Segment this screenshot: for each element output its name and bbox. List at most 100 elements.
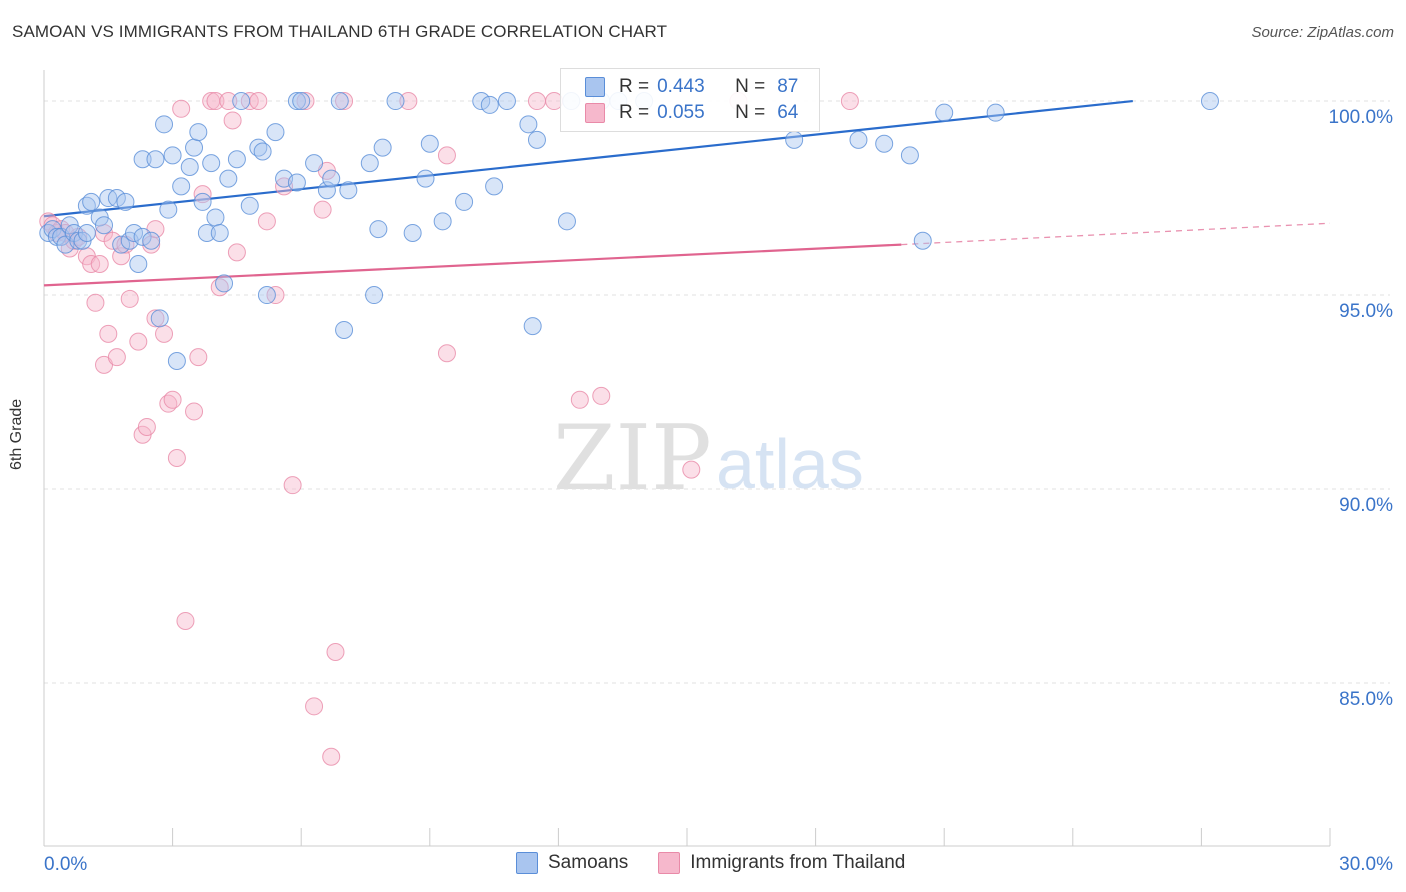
r-value: 0.443 — [657, 76, 705, 97]
trend-lines — [43, 99, 1331, 287]
correlation-legend: R = 0.443 N = 87 R = 0.055 N = 64 — [560, 68, 820, 132]
thailand-point — [313, 200, 332, 219]
tick-labels: 85.0% 90.0% 95.0% 100.0% 0.0% 30.0% — [44, 107, 1393, 875]
samoans-point — [163, 146, 182, 165]
samoans-point — [472, 92, 491, 111]
x-tick-label: 30.0% — [1339, 854, 1393, 875]
samoans-point — [485, 177, 504, 196]
thailand-trend-line — [43, 243, 902, 287]
thailand-point — [527, 92, 546, 111]
thailand-point — [682, 460, 701, 479]
legend-label: Samoans — [548, 852, 629, 873]
legend-item-thailand[interactable]: Immigrants from Thailand — [658, 852, 905, 874]
thailand-point — [146, 309, 165, 328]
samoans-point — [497, 92, 516, 111]
samoans-point — [232, 92, 251, 111]
samoans-point — [287, 92, 306, 111]
thailand-point — [437, 344, 456, 363]
samoans-point — [146, 150, 165, 169]
legend-item-samoans[interactable]: Samoans — [516, 852, 628, 874]
samoans-point — [785, 130, 804, 149]
samoans-point — [292, 92, 311, 111]
thailand-point — [206, 92, 225, 111]
samoans-point — [455, 192, 474, 211]
r-label: R = — [619, 76, 650, 97]
samoans-point — [322, 169, 341, 188]
samoans-point — [82, 192, 101, 211]
thailand-point — [592, 386, 611, 405]
n-value: 87 — [777, 76, 799, 97]
thailand-point — [227, 243, 246, 262]
thailand-point — [155, 324, 174, 343]
samoans-point — [373, 138, 392, 157]
samoans-point — [527, 130, 546, 149]
samoans-point — [112, 235, 131, 254]
samoans-point — [189, 123, 208, 142]
grid-lines — [44, 100, 1390, 684]
samoans-point — [77, 223, 96, 242]
thailand-point — [335, 92, 354, 111]
samoans-point — [330, 92, 349, 111]
samoans-point — [210, 223, 229, 242]
legend-row-thailand: R = 0.055 N = 64 — [585, 101, 798, 125]
y-axis-label: 6th Grade — [8, 398, 25, 470]
watermark-zip: ZIP — [553, 406, 712, 511]
samoans-point — [523, 317, 542, 336]
thailand-point — [326, 643, 345, 661]
samoans-point — [266, 123, 285, 142]
thailand-point — [167, 449, 186, 467]
thailand-point — [120, 289, 139, 308]
axes — [43, 70, 1331, 847]
samoans-point — [339, 181, 358, 200]
samoans-point — [480, 95, 499, 114]
samoans-point — [317, 181, 336, 200]
y-tick-label: 100.0% — [1329, 107, 1394, 128]
y-tick-label: 95.0% — [1339, 301, 1393, 322]
thailand-point — [223, 111, 242, 130]
samoans-point — [172, 177, 191, 196]
thailand-point — [249, 92, 268, 111]
legend-row-samoans: R = 0.443 N = 87 — [585, 75, 798, 99]
samoans-point — [219, 169, 238, 188]
thailand-point — [257, 212, 276, 231]
samoans-point — [403, 223, 422, 242]
thailand-swatch — [585, 103, 605, 123]
r-label: R = — [619, 102, 650, 123]
n-label: N = — [735, 76, 766, 97]
samoans-point — [335, 320, 354, 339]
samoans-point — [287, 173, 306, 192]
thailand-point — [137, 417, 156, 436]
thailand-point — [176, 611, 195, 630]
samoans-point — [202, 154, 221, 173]
y-tick-label: 85.0% — [1339, 689, 1393, 710]
thailand-point — [107, 348, 126, 367]
samoans-point — [849, 130, 868, 149]
samoans-point — [159, 200, 178, 219]
x-tick-label: 0.0% — [44, 854, 87, 875]
samoans-point — [95, 216, 114, 235]
samoans-point — [557, 212, 576, 231]
thailand-point — [172, 99, 191, 118]
samoans-point — [129, 255, 148, 273]
samoans-point — [369, 220, 388, 239]
samoans-point — [125, 223, 144, 242]
thailand-point — [129, 332, 148, 351]
thailand-legend-swatch — [658, 852, 681, 874]
thailand-point — [219, 92, 238, 111]
samoans-point — [875, 134, 894, 153]
samoans-point — [360, 154, 379, 173]
n-label: N = — [735, 102, 766, 123]
samoans-point — [116, 192, 135, 211]
series-legend: Samoans Immigrants from Thailand — [516, 852, 935, 874]
thailand-point — [322, 747, 341, 766]
samoans-point — [155, 115, 174, 134]
samoans-point — [433, 212, 452, 231]
chart-title: SAMOAN VS IMMIGRANTS FROM THAILAND 6TH G… — [12, 22, 668, 41]
r-value: 0.055 — [657, 102, 705, 123]
thailand-point — [90, 255, 109, 273]
thailand-point — [570, 390, 589, 409]
thailand-point — [163, 390, 182, 409]
y-tick-label: 90.0% — [1339, 495, 1393, 516]
samoans-point — [986, 103, 1005, 122]
